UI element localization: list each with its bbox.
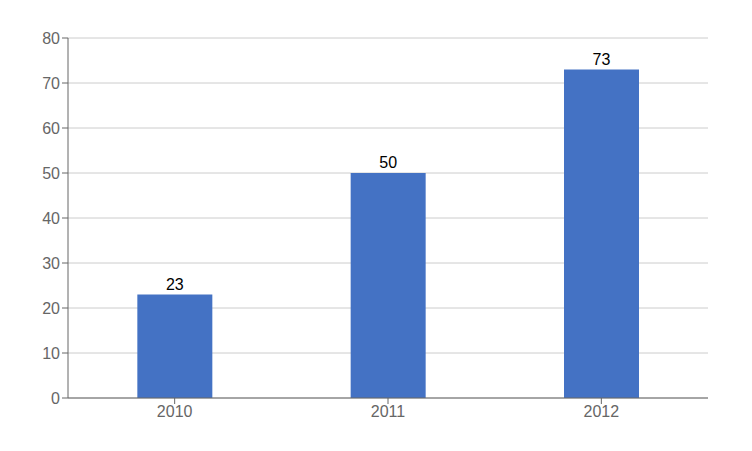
svg-text:23: 23 [166, 276, 184, 293]
svg-text:80: 80 [42, 30, 60, 47]
svg-text:50: 50 [42, 165, 60, 182]
svg-text:73: 73 [593, 51, 611, 68]
svg-text:2012: 2012 [584, 403, 620, 420]
svg-text:30: 30 [42, 255, 60, 272]
svg-text:2010: 2010 [157, 403, 193, 420]
svg-text:0: 0 [51, 390, 60, 407]
svg-text:60: 60 [42, 120, 60, 137]
svg-text:10: 10 [42, 345, 60, 362]
svg-text:20: 20 [42, 300, 60, 317]
svg-text:2011: 2011 [371, 403, 406, 420]
svg-text:70: 70 [42, 75, 60, 92]
svg-text:50: 50 [379, 154, 397, 171]
svg-text:40: 40 [42, 210, 60, 227]
